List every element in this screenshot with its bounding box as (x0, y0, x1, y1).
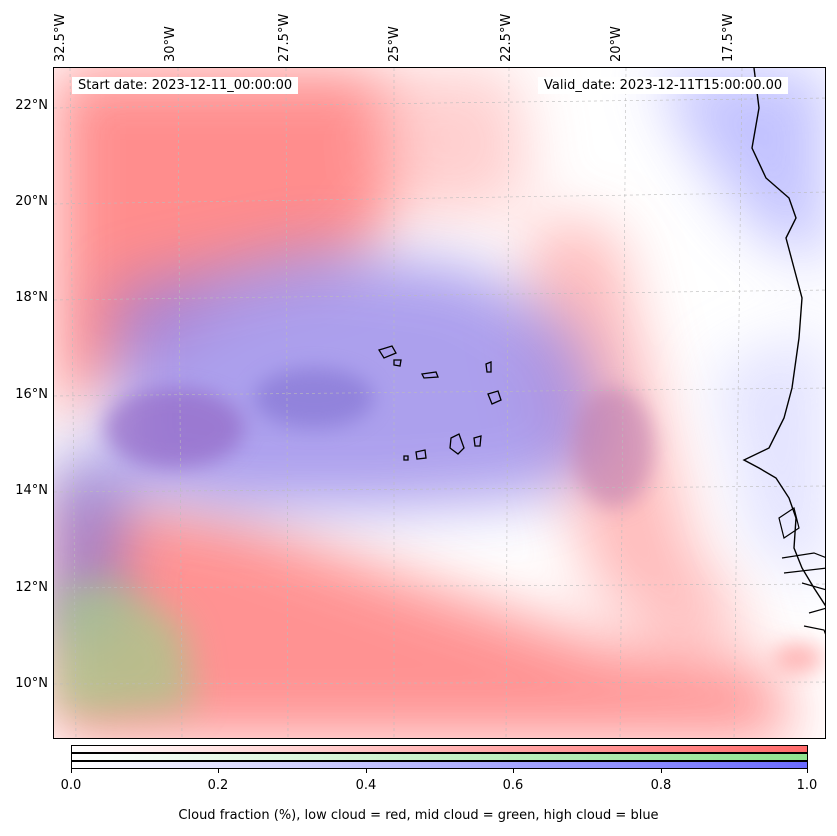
mid-cloud-field (54, 578, 194, 718)
lat-label: 12°N (15, 580, 48, 595)
cloud-fraction-map (53, 67, 826, 739)
colorbar-tick: 0.6 (502, 778, 524, 793)
lon-label: 25°W (387, 26, 402, 62)
colorbar-mid-cloud (71, 753, 808, 761)
lat-label: 20°N (15, 194, 48, 209)
lon-label: 27.5°W (277, 13, 292, 62)
colorbar-label: Cloud fraction (%), low cloud = red, mid… (178, 808, 659, 823)
lon-label: 30°W (163, 26, 178, 62)
colorbar-tick: 0.0 (60, 778, 82, 793)
colorbar-tick: 0.2 (207, 778, 229, 793)
lon-label: 32.5°W (53, 13, 68, 62)
lat-label: 14°N (15, 483, 48, 498)
colorbar-tick: 1.0 (796, 778, 818, 793)
start-date-label: Start date: 2023-12-11_00:00:00 (72, 77, 299, 94)
graticule (54, 68, 825, 738)
lat-label: 10°N (15, 676, 48, 691)
colorbar-low-cloud (71, 745, 808, 753)
colorbar-tick: 0.8 (650, 778, 672, 793)
colorbar-tick: 0.4 (355, 778, 377, 793)
valid-date-label: Valid_date: 2023-12-11T15:00:00.00 (538, 77, 789, 94)
colorbar (71, 745, 808, 769)
lat-label: 18°N (15, 290, 48, 305)
lon-label: 22.5°W (499, 13, 514, 62)
lon-label: 17.5°W (721, 13, 736, 62)
cape-verde-islands (378, 345, 502, 461)
lat-label: 16°N (15, 387, 48, 402)
africa-coastline (742, 68, 825, 607)
map-canvas (54, 68, 825, 738)
colorbar-high-cloud (71, 761, 808, 769)
lon-label: 20°W (609, 26, 624, 62)
lat-label: 22°N (15, 98, 48, 113)
